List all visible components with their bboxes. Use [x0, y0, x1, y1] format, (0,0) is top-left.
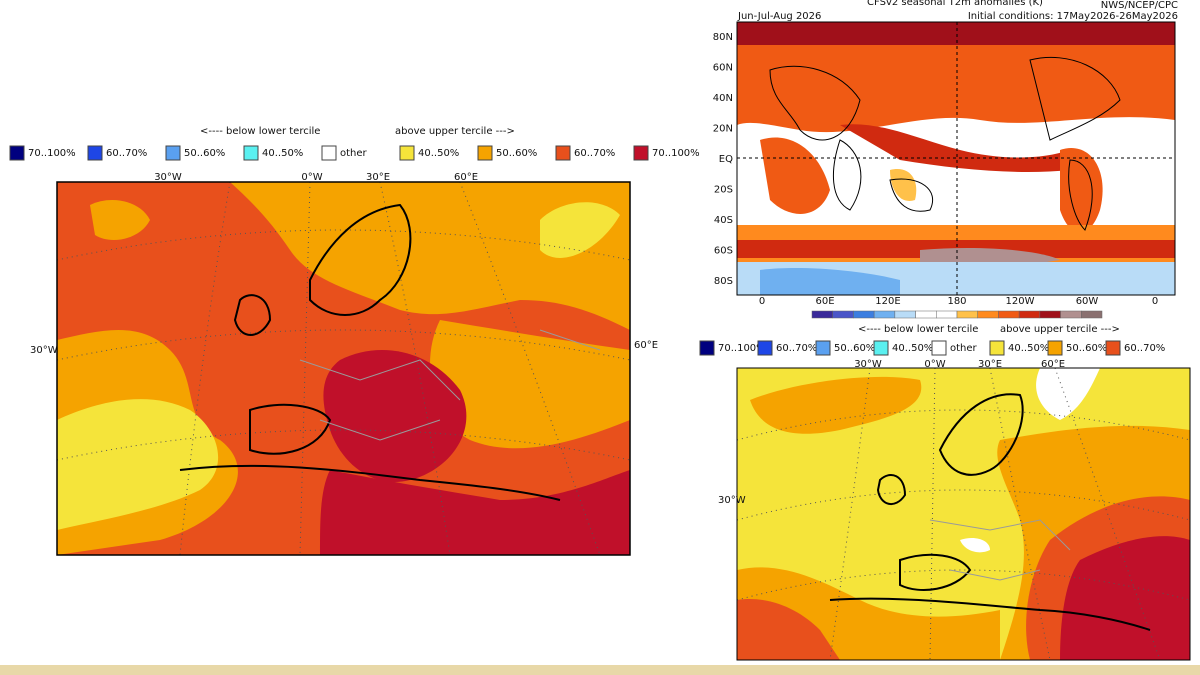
- legend-label: 50..60%: [834, 343, 875, 354]
- legend-swatch: [1047, 340, 1063, 356]
- legend-label: 70..100%: [718, 343, 766, 354]
- colorbar-cell: [1060, 310, 1082, 319]
- lon-label: 60W: [1076, 296, 1099, 307]
- lat-label: 60°E: [634, 340, 658, 351]
- legend-label: 40..50%: [262, 148, 303, 159]
- lon-label: 60°E: [1041, 359, 1065, 370]
- legend-label: 70..100%: [28, 148, 76, 159]
- colorbar-cell: [936, 310, 958, 319]
- left-map: [57, 182, 630, 555]
- season: Jun-Jul-Aug 2026: [737, 11, 821, 22]
- legend-label: 40..50%: [892, 343, 933, 354]
- lon-label: 60°E: [454, 172, 478, 183]
- global-map: [737, 22, 1175, 295]
- legend-heading: <---- below lower tercile: [200, 126, 320, 137]
- legend-label: 50..60%: [184, 148, 225, 159]
- right-map: [737, 368, 1190, 660]
- lon-label: 60E: [815, 296, 834, 307]
- lat-label: EQ: [719, 154, 733, 165]
- lon-label: 0: [1152, 296, 1158, 307]
- colorbar-cell: [956, 310, 978, 319]
- lon-label: 120E: [875, 296, 900, 307]
- legend-heading: above upper tercile --->: [1000, 324, 1120, 335]
- colorbar-cell: [832, 310, 854, 319]
- legend-swatch: [165, 145, 181, 161]
- global-map-frame: [736, 21, 1176, 296]
- colorbar-cell: [1039, 310, 1061, 319]
- legend-label: 50..60%: [496, 148, 537, 159]
- legend-label: 50..60%: [1066, 343, 1107, 354]
- legend-label: 60..70%: [106, 148, 147, 159]
- colorbar-cell: [1081, 310, 1103, 319]
- legend-label: 40..50%: [418, 148, 459, 159]
- legend-swatch: [633, 145, 649, 161]
- lon-label: 0: [759, 296, 765, 307]
- left-map-frame: [56, 181, 631, 556]
- colorbar-cell: [894, 310, 916, 319]
- lon-label: 30°W: [154, 172, 182, 183]
- legend-swatch: [243, 145, 259, 161]
- legend-swatch: [989, 340, 1005, 356]
- legend-swatch: [815, 340, 831, 356]
- lat-label: 20N: [713, 124, 733, 135]
- colorbar-cell: [998, 310, 1020, 319]
- lon-label: 0°W: [301, 172, 322, 183]
- colorbar-cell: [811, 310, 833, 319]
- legend-swatch: [321, 145, 337, 161]
- bottom-band: [0, 665, 1200, 675]
- right-map-frame: [736, 367, 1191, 661]
- lat-label: 60N: [713, 63, 733, 74]
- colorbar-cell: [1018, 310, 1041, 319]
- legend-label: 40..50%: [1008, 343, 1049, 354]
- map-title: CFSv2 seasonal T2m anomalies (K): [867, 0, 1043, 8]
- legend-swatch: [477, 145, 493, 161]
- lat-label: 60S: [714, 246, 733, 257]
- legend-heading: above upper tercile --->: [395, 126, 515, 137]
- initial-conditions: Initial conditions: 17May2026-26May2026: [968, 11, 1178, 22]
- lon-label: 180: [947, 296, 966, 307]
- colorbar-cell: [873, 310, 896, 319]
- legend-swatch: [931, 340, 947, 356]
- lat-label: 40S: [714, 215, 733, 226]
- legend-swatch: [399, 145, 415, 161]
- legend-heading: <---- below lower tercile: [858, 324, 978, 335]
- legend-swatch: [699, 340, 715, 356]
- legend-swatch: [555, 145, 571, 161]
- lat-label: 30°W: [30, 345, 58, 356]
- legend-label: other: [950, 343, 978, 354]
- legend-label: other: [340, 148, 368, 159]
- colorbar-cell: [915, 310, 937, 319]
- lon-label: 120W: [1006, 296, 1035, 307]
- lon-label: 0°W: [924, 359, 945, 370]
- legend-label: 60..70%: [574, 148, 615, 159]
- legend-swatch: [87, 145, 103, 161]
- legend-swatch: [9, 145, 25, 161]
- lat-label: 80S: [714, 276, 733, 287]
- colorbar-cell: [977, 310, 999, 319]
- lat-label: 20S: [714, 185, 733, 196]
- source: NWS/NCEP/CPC: [1101, 0, 1178, 11]
- lon-label: 30°E: [366, 172, 390, 183]
- legend-swatch: [873, 340, 889, 356]
- lat-label: 80N: [713, 32, 733, 43]
- lat-label: 30°W: [718, 495, 746, 506]
- legend-label: 70..100%: [652, 148, 700, 159]
- lon-label: 30°W: [854, 359, 882, 370]
- legend-swatch: [757, 340, 773, 356]
- legend-swatch: [1105, 340, 1121, 356]
- lat-label: 40N: [713, 93, 733, 104]
- legend-label: 60..70%: [1124, 343, 1165, 354]
- legend-label: 60..70%: [776, 343, 817, 354]
- colorbar-cell: [853, 310, 875, 319]
- lon-label: 30°E: [978, 359, 1002, 370]
